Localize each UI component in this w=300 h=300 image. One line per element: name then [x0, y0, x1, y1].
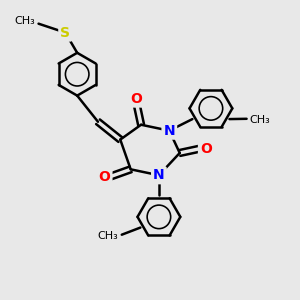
- Text: N: N: [164, 124, 175, 138]
- Text: S: S: [60, 26, 70, 40]
- Text: CH₃: CH₃: [98, 231, 118, 241]
- Text: N: N: [153, 168, 165, 182]
- Text: CH₃: CH₃: [250, 115, 270, 125]
- Text: CH₃: CH₃: [14, 16, 35, 26]
- Text: O: O: [200, 142, 212, 155]
- Text: O: O: [131, 92, 142, 106]
- Text: O: O: [99, 170, 110, 184]
